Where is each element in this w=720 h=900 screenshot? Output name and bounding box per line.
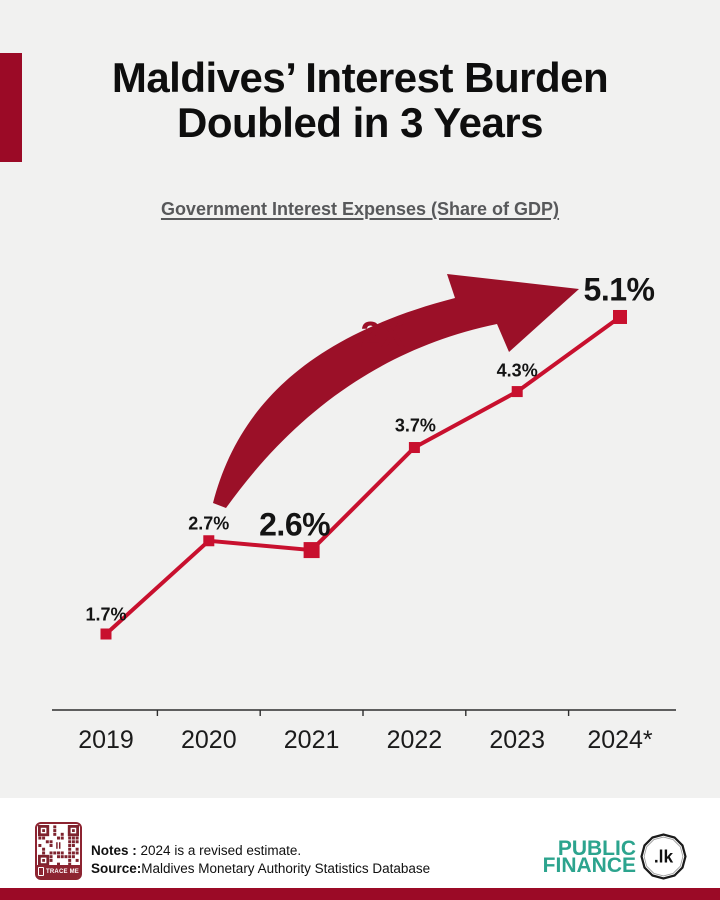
publicfinance-logo: PUBLIC FINANCE .lk bbox=[543, 832, 688, 881]
qr-trace-me-badge: TRACE ME bbox=[37, 865, 80, 878]
badge-inner-outline bbox=[643, 836, 684, 877]
title-line1: Maldives’ Interest Burden bbox=[111, 54, 609, 101]
data-line bbox=[104, 315, 622, 636]
left-accent-bar bbox=[0, 53, 22, 162]
notes-label: Notes : bbox=[91, 843, 137, 858]
data-point-label: 4.3% bbox=[496, 360, 538, 381]
source-line: Source:Maldives Monetary Authority Stati… bbox=[91, 860, 430, 878]
source-label: Source: bbox=[91, 861, 142, 876]
page-title: Maldives’ Interest Burden Doubled in 3 Ye… bbox=[0, 54, 720, 146]
data-point-label: 5.1% bbox=[583, 271, 655, 308]
data-point-marker bbox=[303, 542, 320, 559]
data-point-label: 3.7% bbox=[394, 415, 436, 436]
title-line2: Doubled in 3 Years bbox=[176, 98, 544, 146]
phone-icon bbox=[38, 867, 45, 876]
data-point-label: 1.7% bbox=[85, 604, 127, 625]
notes-text: 2024 is a revised estimate. bbox=[140, 843, 302, 858]
data-point-label: 2.7% bbox=[188, 513, 230, 534]
source-text: Maldives Monetary Authority Statistics D… bbox=[141, 861, 431, 876]
x-axis-label: 2024* bbox=[587, 726, 653, 754]
footer-notes: Notes : 2024 is a revised estimate. Sour… bbox=[91, 842, 430, 878]
x-axis-label: 2021 bbox=[283, 726, 340, 754]
qr-label: TRACE ME bbox=[46, 868, 79, 875]
x-axis-label: 2023 bbox=[489, 726, 545, 754]
logo-line1: PUBLIC bbox=[557, 836, 636, 860]
badge-outline bbox=[640, 833, 687, 880]
qr-pattern bbox=[38, 825, 79, 866]
badge-text: .lk bbox=[654, 847, 674, 867]
data-point-marker bbox=[511, 386, 523, 398]
lk-badge: .lk bbox=[640, 833, 687, 880]
footer: TRACE ME Notes : 2024 is a revised estim… bbox=[0, 798, 720, 888]
data-point-marker bbox=[408, 442, 420, 454]
data-point-marker bbox=[203, 535, 215, 547]
x-axis-label: 2020 bbox=[180, 726, 237, 754]
publicfinance-wordmark: PUBLIC FINANCE bbox=[542, 836, 636, 877]
data-point-marker bbox=[613, 309, 627, 324]
x-axis-label: 2022 bbox=[386, 726, 443, 754]
notes-line: Notes : 2024 is a revised estimate. bbox=[91, 842, 430, 860]
x-axis-label: 2019 bbox=[78, 726, 134, 754]
bottom-accent-bar bbox=[0, 888, 720, 900]
chart-labels-layer: 1.7% 2.7% 2.6% 3.7% 4.3% 5.1% 2019 2020 2021 2022… bbox=[78, 271, 655, 754]
logo-line2: FINANCE bbox=[542, 853, 636, 877]
growth-arrow bbox=[213, 274, 579, 508]
line-chart bbox=[52, 274, 676, 716]
data-point-marker bbox=[100, 628, 112, 640]
chart-subtitle: Government Interest Expenses (Share of G… bbox=[160, 199, 560, 219]
growth-annotation: 2X bbox=[360, 314, 406, 355]
data-point-label: 2.6% bbox=[259, 506, 331, 543]
qr-code: TRACE ME bbox=[35, 822, 82, 880]
